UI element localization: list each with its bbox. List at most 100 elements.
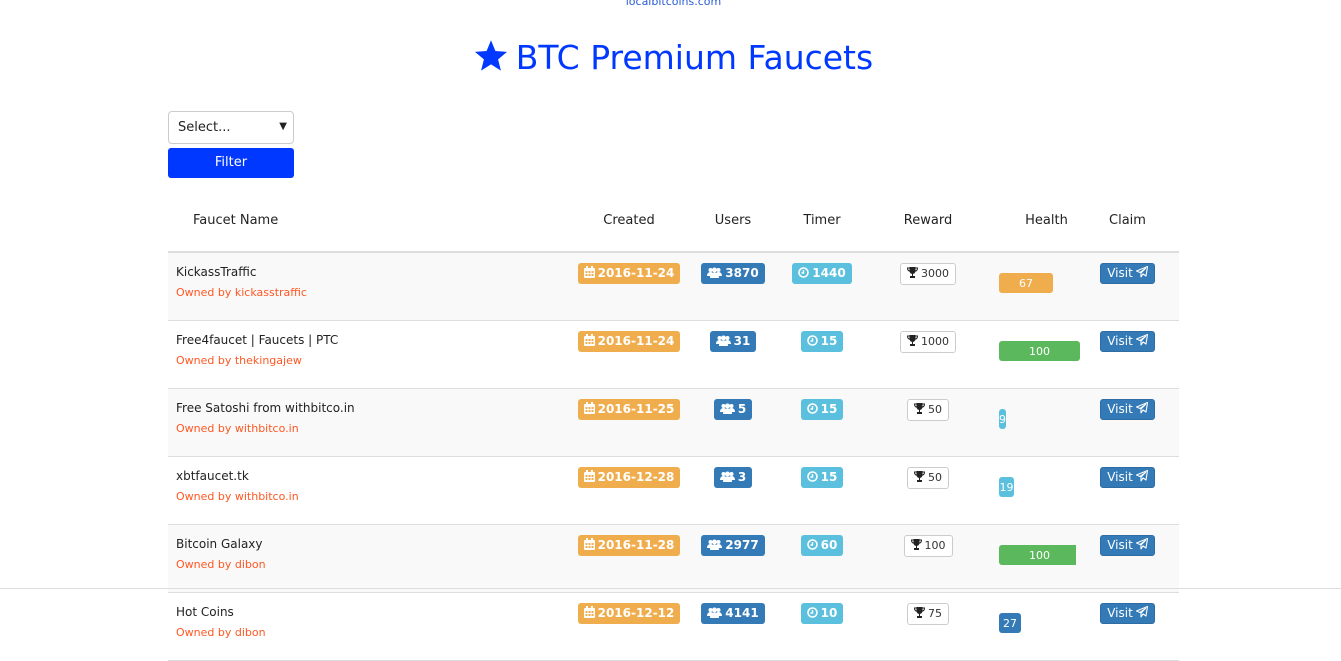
created-date: 2016-12-28 bbox=[597, 470, 675, 484]
calendar-icon bbox=[583, 470, 595, 482]
timer-badge: 15 bbox=[800, 467, 844, 488]
health-cell: 100 bbox=[988, 320, 1080, 389]
timer-cell: 10 bbox=[776, 592, 868, 661]
created-badge: 2016-12-28 bbox=[577, 467, 681, 488]
users-icon bbox=[719, 403, 735, 414]
clock-icon bbox=[806, 471, 818, 482]
timer-value: 60 bbox=[820, 538, 838, 552]
visit-button[interactable]: Visit bbox=[1100, 263, 1155, 284]
timer-cell: 1440 bbox=[776, 252, 868, 321]
faucet-owner[interactable]: Owned by kickasstraffic bbox=[176, 286, 307, 299]
users-count: 31 bbox=[733, 334, 751, 348]
users-icon bbox=[707, 267, 723, 278]
timer-value: 10 bbox=[820, 606, 838, 620]
trophy-icon bbox=[913, 471, 926, 482]
reward-cell: 1000 bbox=[868, 320, 988, 389]
reward-badge: 50 bbox=[907, 399, 949, 421]
filter-button[interactable]: Filter bbox=[168, 148, 294, 178]
reward-badge: 1000 bbox=[900, 331, 956, 353]
paper-plane-icon bbox=[1135, 265, 1148, 278]
timer-value: 15 bbox=[820, 402, 838, 416]
faucet-name-cell: xbtfaucet.tk Owned by withbitco.in bbox=[168, 456, 568, 525]
timer-badge: 60 bbox=[800, 535, 844, 556]
paper-plane-icon bbox=[1135, 401, 1148, 414]
claim-cell: Visit bbox=[1076, 456, 1179, 525]
users-count: 3 bbox=[737, 470, 747, 484]
star-icon bbox=[474, 40, 507, 71]
reward-value: 75 bbox=[928, 607, 942, 620]
created-badge: 2016-12-12 bbox=[577, 603, 681, 624]
users-cell: 2977 bbox=[690, 524, 776, 593]
clock-icon bbox=[806, 403, 818, 414]
clock-icon bbox=[806, 335, 818, 346]
faucet-owner[interactable]: Owned by withbitco.in bbox=[176, 490, 299, 503]
trophy-icon bbox=[913, 403, 926, 414]
users-icon bbox=[707, 607, 723, 618]
faucet-name-cell: Free4faucet | Faucets | PTC Owned by thek… bbox=[168, 320, 568, 389]
created-cell: 2016-12-28 bbox=[568, 456, 690, 525]
users-cell: 3 bbox=[690, 456, 776, 525]
visit-button[interactable]: Visit bbox=[1100, 331, 1155, 352]
page-title: BTC Premium Faucets bbox=[0, 38, 1341, 77]
created-date: 2016-11-24 bbox=[597, 266, 675, 280]
visit-button[interactable]: Visit bbox=[1100, 535, 1155, 556]
calendar-icon bbox=[583, 334, 595, 346]
calendar-icon bbox=[583, 402, 595, 414]
table-row: Free4faucet | Faucets | PTC Owned by thek… bbox=[168, 320, 1179, 389]
health-cell: 67 bbox=[988, 252, 1076, 321]
created-date: 2016-11-25 bbox=[597, 402, 675, 416]
claim-cell: Visit bbox=[1076, 388, 1179, 457]
visit-button[interactable]: Visit bbox=[1100, 399, 1155, 420]
timer-cell: 15 bbox=[776, 456, 868, 525]
reward-value: 3000 bbox=[921, 267, 949, 280]
faucet-owner[interactable]: Owned by withbitco.in bbox=[176, 422, 299, 435]
calendar-icon bbox=[583, 538, 595, 550]
clock-icon bbox=[798, 267, 810, 278]
claim-cell: Visit bbox=[1076, 252, 1179, 321]
faucet-name: Bitcoin Galaxy bbox=[176, 537, 263, 551]
reward-value: 1000 bbox=[921, 335, 949, 348]
faucet-name-cell: Hot Coins Owned by dibon bbox=[168, 592, 568, 661]
reward-cell: 50 bbox=[868, 456, 988, 525]
timer-value: 1440 bbox=[812, 266, 846, 280]
calendar-icon bbox=[583, 606, 595, 618]
health-bar: 67 bbox=[999, 273, 1053, 293]
health-bar: 100 bbox=[999, 545, 1080, 565]
visit-button[interactable]: Visit bbox=[1100, 467, 1155, 488]
health-cell: 27 bbox=[988, 592, 1076, 661]
users-icon bbox=[719, 471, 735, 482]
faucet-name: xbtfaucet.tk bbox=[176, 469, 249, 483]
col-timer: Timer bbox=[776, 190, 868, 253]
created-badge: 2016-11-25 bbox=[577, 399, 681, 420]
created-badge: 2016-11-28 bbox=[577, 535, 681, 556]
reward-badge: 75 bbox=[907, 603, 949, 625]
created-cell: 2016-11-24 bbox=[568, 252, 690, 321]
paper-plane-icon bbox=[1135, 537, 1148, 550]
created-cell: 2016-11-28 bbox=[568, 524, 690, 593]
timer-cell: 60 bbox=[776, 524, 868, 593]
faucet-select[interactable]: Select... ▼ bbox=[168, 111, 294, 144]
trophy-icon bbox=[906, 267, 919, 278]
col-claim: Claim bbox=[1076, 190, 1179, 253]
created-date: 2016-12-12 bbox=[597, 606, 675, 620]
faucet-owner[interactable]: Owned by dibon bbox=[176, 558, 266, 571]
reward-badge: 100 bbox=[903, 535, 953, 557]
faucet-name: Hot Coins bbox=[176, 605, 234, 619]
visit-button[interactable]: Visit bbox=[1100, 603, 1155, 624]
reward-value: 50 bbox=[928, 471, 942, 484]
timer-cell: 15 bbox=[776, 320, 868, 389]
created-cell: 2016-11-24 bbox=[568, 320, 690, 389]
table-row: KickassTraffic Owned by kickasstraffic 20… bbox=[168, 252, 1179, 321]
reward-cell: 3000 bbox=[868, 252, 988, 321]
page-title-text: BTC Premium Faucets bbox=[515, 38, 874, 77]
users-badge: 2977 bbox=[701, 535, 765, 556]
health-cell: 100 bbox=[988, 524, 1080, 593]
users-count: 4141 bbox=[725, 606, 759, 620]
faucet-owner[interactable]: Owned by thekingajew bbox=[176, 354, 302, 367]
timer-badge: 1440 bbox=[792, 263, 852, 284]
col-users: Users bbox=[690, 190, 776, 253]
top-link[interactable]: localbitcoins.com bbox=[625, 0, 722, 8]
faucet-table: Faucet Name Created Users Timer Reward H… bbox=[168, 190, 1179, 661]
visit-label: Visit bbox=[1107, 606, 1133, 620]
faucet-owner[interactable]: Owned by dibon bbox=[176, 626, 266, 639]
